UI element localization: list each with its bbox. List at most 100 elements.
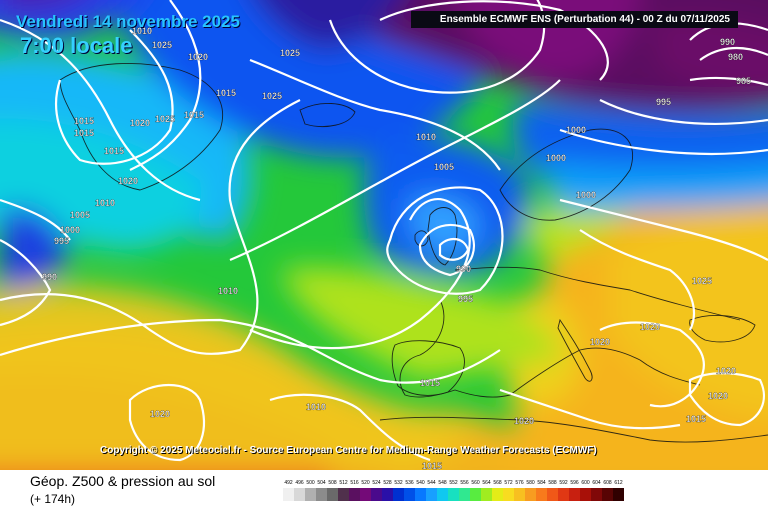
isobar [55,29,174,165]
isobar-label: 1000 [546,153,566,163]
scale-label: 532 [393,478,404,488]
scale-label: 588 [547,478,558,488]
isobar [229,79,561,262]
scale-swatch: 612 [613,478,624,501]
isobar [0,99,301,355]
scale-label: 520 [360,478,371,488]
isobar-label: 1005 [70,210,90,220]
isobar-label: 1020 [514,416,534,426]
scale-swatch: 572 [503,478,514,501]
scale-label: 516 [349,478,360,488]
scale-swatch: 596 [569,478,580,501]
isobar-label: 1025 [155,114,175,124]
coastlines [59,62,768,443]
scale-label: 544 [426,478,437,488]
scale-label: 536 [404,478,415,488]
isobar-label: 995 [54,236,69,246]
scale-label: 556 [459,478,470,488]
italy-coast [557,318,593,382]
scale-label: 512 [338,478,349,488]
scale-swatch: 580 [525,478,536,501]
scale-label: 496 [294,478,305,488]
scale-swatch: 516 [349,478,360,501]
scale-label: 540 [415,478,426,488]
isobar-label: 1020 [590,337,610,347]
scale-swatch: 496 [294,478,305,501]
isobar [386,186,504,295]
iberia-coast [391,340,465,396]
isobar-label: 1020 [716,366,736,376]
isobar-label: 1015 [216,88,236,98]
scale-label: 600 [580,478,591,488]
scale-swatch: 600 [580,478,591,501]
scale-swatch: 504 [316,478,327,501]
isobar [129,0,202,171]
scale-swatch: 528 [382,478,393,501]
scale-label: 508 [327,478,338,488]
black-sea-coast [689,315,756,343]
isobar [379,0,609,81]
scale-label: 604 [591,478,602,488]
scale-swatch: 536 [404,478,415,501]
isobar [559,198,768,261]
scale-swatch: 568 [492,478,503,501]
isobar-label: 1010 [218,286,238,296]
isobar-label: 1010 [132,26,152,36]
scale-swatch: 512 [338,478,349,501]
isobar-label: 990 [456,264,471,274]
isobar-label: 985 [736,76,751,86]
isobar-label: 1025 [152,40,172,50]
isobar-label: 1020 [188,52,208,62]
isobar-label: 1025 [262,91,282,101]
british-isles-coast [414,207,458,266]
scale-swatch: 508 [327,478,338,501]
scale-swatch: 564 [481,478,492,501]
isobar-label: 1015 [422,461,442,470]
scale-swatch: 532 [393,478,404,501]
scale-label: 548 [437,478,448,488]
isobar-label: 1020 [118,176,138,186]
scale-swatch: 592 [558,478,569,501]
scale-swatch: 556 [459,478,470,501]
scale-swatch: 500 [305,478,316,501]
isobar-label: 1020 [150,409,170,419]
greenland-coast [59,62,224,191]
isobar-label: 980 [728,52,743,62]
scale-swatch: 548 [437,478,448,501]
scale-swatch: 552 [448,478,459,501]
scale-label: 572 [503,478,514,488]
scale-label: 592 [558,478,569,488]
scale-label: 580 [525,478,536,488]
isobar [249,198,471,350]
scale-swatch: 588 [547,478,558,501]
weather-map: 1010 1025 1020 1025 1015 1025 1015 1015 … [0,0,768,470]
scale-label: 568 [492,478,503,488]
legend-title: Géop. Z500 & pression au sol [30,473,216,489]
isobar [559,128,768,156]
isobar-label: 1000 [566,125,586,135]
africa-coast [379,416,768,443]
scale-swatch: 584 [536,478,547,501]
isobar-label: 1010 [306,402,326,412]
isobar [579,229,695,331]
isobar-label: 1010 [95,198,115,208]
scale-swatch: 524 [371,478,382,501]
scale-swatch: 560 [470,478,481,501]
isobar-label: 1005 [434,162,454,172]
isobar [418,223,475,277]
isobar-label: 990 [42,272,57,282]
scale-label: 584 [536,478,547,488]
isobar [438,237,470,261]
isobar-label: 995 [458,294,473,304]
isobar-label: 1015 [184,110,204,120]
isobar [0,239,52,327]
isobar-label: 1025 [280,48,300,58]
lead-time: (+ 174h) [30,492,76,506]
scale-swatch: 492 [283,478,294,501]
scale-label: 504 [316,478,327,488]
color-scale: 492 496 500 504 508 512 516 520 524 528 532 536 540 5… [283,478,624,501]
scale-label: 524 [371,478,382,488]
isobar-label: 1015 [420,378,440,388]
scale-label: 492 [283,478,294,488]
